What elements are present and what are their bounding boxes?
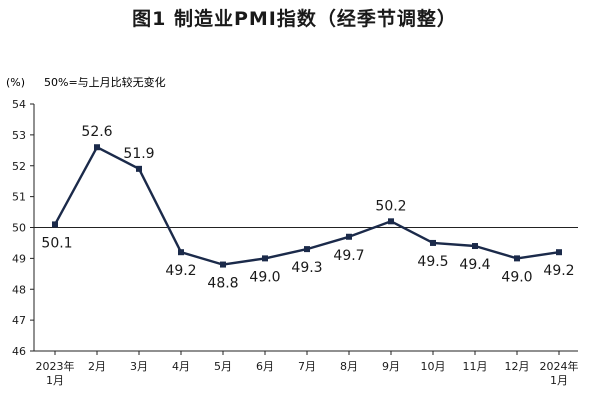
y-tick-label: 53 — [12, 129, 26, 142]
data-labels: 50.1 52.6 51.9 49.2 48.8 49.0 49.3 49.7 50.2 49.5… — [41, 124, 574, 291]
data-point — [346, 233, 352, 240]
data-label: 48.8 — [207, 276, 238, 292]
x-tick-label: 9月 — [382, 360, 400, 373]
data-point — [220, 261, 226, 268]
y-tick-label: 50 — [12, 222, 26, 235]
y-tick-label: 51 — [12, 191, 26, 204]
x-tick-label: 5月 — [214, 360, 232, 373]
data-label: 49.0 — [249, 269, 280, 285]
x-tick-label: 4月 — [172, 360, 190, 373]
y-tick-label: 47 — [12, 314, 26, 327]
y-axis-unit: (%) — [6, 76, 25, 89]
x-tick-label: 10月 — [421, 360, 446, 373]
x-tick-label: 8月 — [340, 360, 358, 373]
data-point — [262, 255, 268, 262]
x-tick-label: 7月 — [298, 360, 316, 373]
y-tick-label: 54 — [12, 98, 26, 111]
x-tick-label: 2023年 — [36, 359, 75, 373]
data-label: 49.2 — [543, 263, 574, 279]
data-label: 49.5 — [417, 254, 448, 270]
data-point — [472, 243, 478, 250]
data-label: 52.6 — [81, 124, 112, 140]
y-tick-label: 52 — [12, 160, 26, 173]
data-point — [136, 165, 142, 172]
data-label: 49.4 — [459, 257, 490, 273]
x-tick-label: 2月 — [88, 360, 106, 373]
data-point — [388, 218, 394, 225]
x-tick-label: 12月 — [505, 360, 530, 373]
x-tick-label: 1月 — [550, 374, 568, 387]
data-point — [304, 246, 310, 253]
data-point — [556, 249, 562, 256]
x-tick-label: 1月 — [46, 374, 64, 387]
y-tick-label: 48 — [12, 283, 26, 296]
y-tick-label: 46 — [12, 345, 26, 358]
data-point — [52, 221, 58, 228]
reference-note: 50%=与上月比较无变化 — [44, 75, 166, 89]
data-point — [94, 144, 100, 151]
x-tick-label: 3月 — [130, 360, 148, 373]
data-label: 49.7 — [333, 248, 364, 264]
data-label: 50.1 — [41, 235, 72, 251]
data-point — [430, 239, 436, 246]
x-tick-label: 2024年 — [540, 359, 579, 373]
data-label: 51.9 — [123, 146, 154, 162]
y-axis-ticks: 46 47 48 49 50 51 52 53 54 — [12, 98, 34, 358]
chart-title: 图1 制造业PMI指数（经季节调整） — [132, 8, 457, 30]
x-tick-label: 6月 — [256, 360, 274, 373]
x-tick-label: 11月 — [463, 360, 488, 373]
data-label: 50.2 — [375, 198, 406, 214]
data-label: 49.2 — [165, 263, 196, 279]
data-label: 49.3 — [291, 260, 322, 276]
y-tick-label: 49 — [12, 252, 26, 265]
data-point — [514, 255, 520, 262]
data-label: 49.0 — [501, 269, 532, 285]
data-point — [178, 249, 184, 256]
data-markers — [52, 144, 562, 268]
